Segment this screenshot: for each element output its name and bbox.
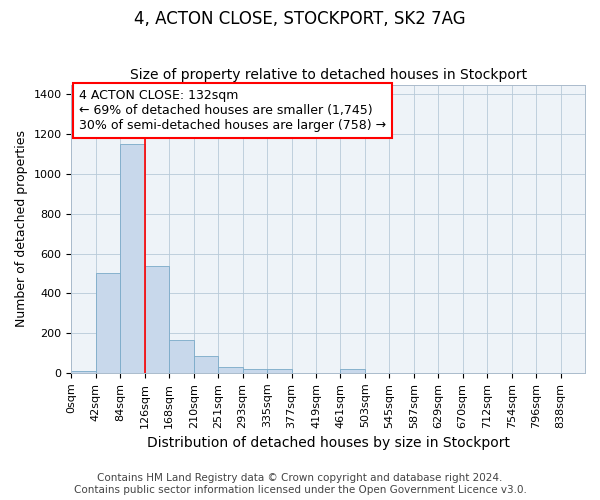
- Text: Contains HM Land Registry data © Crown copyright and database right 2024.
Contai: Contains HM Land Registry data © Crown c…: [74, 474, 526, 495]
- Y-axis label: Number of detached properties: Number of detached properties: [15, 130, 28, 327]
- Text: 4 ACTON CLOSE: 132sqm
← 69% of detached houses are smaller (1,745)
30% of semi-d: 4 ACTON CLOSE: 132sqm ← 69% of detached …: [79, 89, 386, 132]
- Bar: [71, 371, 96, 373]
- Bar: [242, 368, 267, 373]
- Bar: [340, 370, 365, 373]
- Bar: [267, 370, 292, 373]
- Bar: [121, 144, 145, 373]
- Bar: [169, 340, 194, 373]
- Bar: [96, 274, 121, 373]
- Bar: [194, 356, 218, 373]
- Bar: [218, 367, 242, 373]
- Text: 4, ACTON CLOSE, STOCKPORT, SK2 7AG: 4, ACTON CLOSE, STOCKPORT, SK2 7AG: [134, 10, 466, 28]
- Bar: [145, 266, 169, 373]
- X-axis label: Distribution of detached houses by size in Stockport: Distribution of detached houses by size …: [147, 436, 510, 450]
- Title: Size of property relative to detached houses in Stockport: Size of property relative to detached ho…: [130, 68, 527, 82]
